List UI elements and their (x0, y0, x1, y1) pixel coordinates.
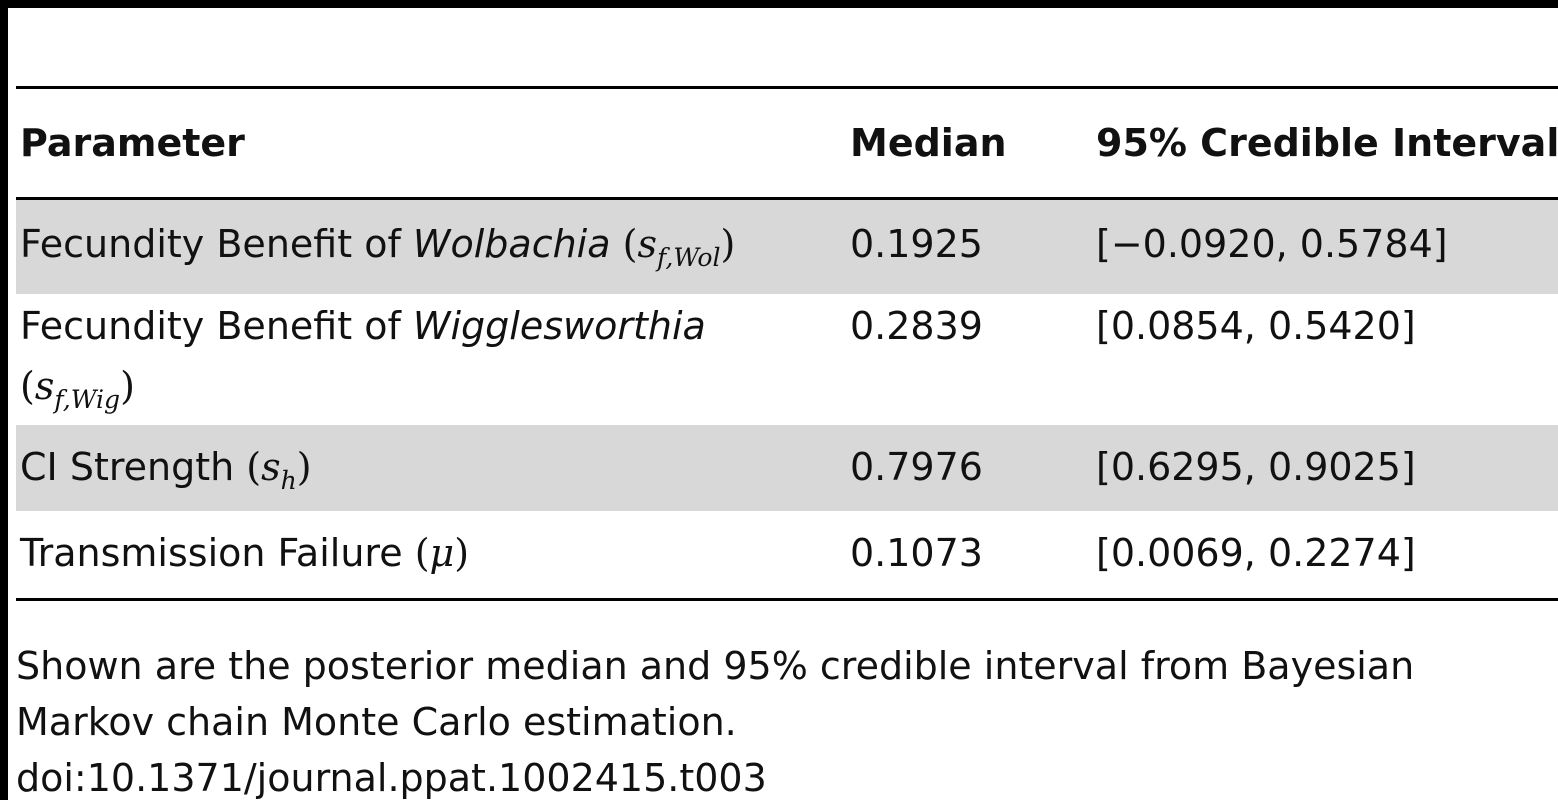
header-median: Median (850, 121, 1007, 165)
median-cell: 0.7976 (850, 445, 983, 489)
table-footnote: Shown are the posterior median and 95% c… (16, 638, 1536, 806)
parameter-cell: Transmission Failure (μ) (20, 523, 469, 583)
interval-cell: [−0.0920, 0.5784] (1096, 222, 1448, 266)
parameter-symbol: (μ) (414, 531, 470, 575)
parameter-symbol: (sf,Wig) (20, 364, 135, 414)
table-row: Fecundity Benefit of Wigglesworthia (sf,… (16, 294, 1558, 425)
parameter-symbol: (sh) (246, 445, 312, 495)
footnote-line: Markov chain Monte Carlo estimation. (16, 700, 737, 744)
top-rule (0, 0, 1558, 8)
interval-cell: [0.0069, 0.2274] (1096, 531, 1416, 575)
doi-link[interactable]: doi:10.1371/journal.ppat.1002415.t003 (16, 756, 767, 800)
interval-cell: [0.0854, 0.5420] (1096, 304, 1416, 348)
parameter-label: Fecundity Benefit of (20, 304, 401, 348)
header-top-rule (16, 86, 1558, 89)
table-header-row: Parameter Median 95% Credible Interval (16, 89, 1558, 197)
table-bottom-rule (16, 598, 1558, 601)
table-row: Fecundity Benefit of Wolbachia (sf,Wol) … (16, 200, 1558, 294)
parameter-symbol: (sf,Wol) (622, 222, 736, 272)
parameter-cell: CI Strength (sh) (20, 437, 312, 511)
header-bottom-rule (16, 197, 1558, 200)
table-row: CI Strength (sh) 0.7976 [0.6295, 0.9025] (16, 425, 1558, 511)
median-cell: 0.1073 (850, 531, 983, 575)
parameter-cell: Fecundity Benefit of Wigglesworthia (sf,… (20, 296, 780, 430)
median-cell: 0.1925 (850, 222, 983, 266)
parameter-label: CI Strength (20, 445, 235, 489)
header-parameter: Parameter (20, 121, 245, 165)
parameter-cell: Fecundity Benefit of Wolbachia (sf,Wol) (20, 214, 735, 288)
footnote-line: Shown are the posterior median and 95% c… (16, 644, 1415, 688)
organism-name: Wolbachia (412, 222, 611, 266)
parameter-label: Transmission Failure (20, 531, 403, 575)
table-row: Transmission Failure (μ) 0.1073 [0.0069,… (16, 511, 1558, 598)
organism-name: Wigglesworthia (412, 304, 706, 348)
left-border (0, 0, 8, 800)
parameter-label: Fecundity Benefit of (20, 222, 401, 266)
interval-cell: [0.6295, 0.9025] (1096, 445, 1416, 489)
header-interval: 95% Credible Interval (1096, 121, 1558, 165)
median-cell: 0.2839 (850, 304, 983, 348)
